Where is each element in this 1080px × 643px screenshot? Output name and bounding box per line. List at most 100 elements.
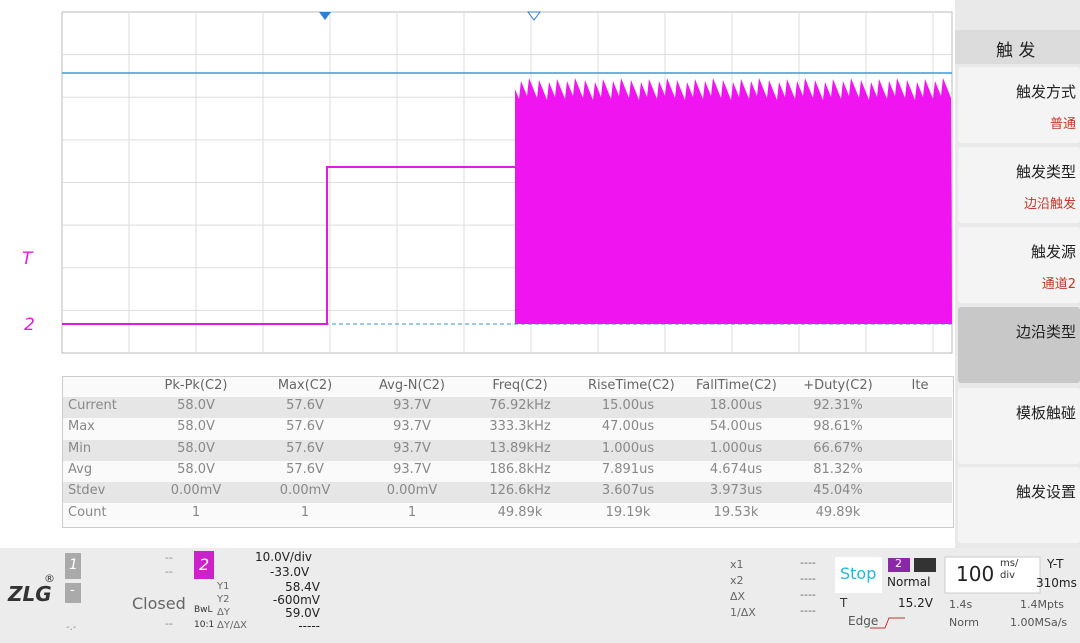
table-cell: 0.00mV: [279, 483, 331, 499]
run-state-box: [835, 557, 882, 593]
table-cell: 126.6kHz: [489, 483, 551, 499]
cursor-label: x2: [730, 574, 744, 587]
table-cell: 3.973us: [709, 483, 763, 499]
table-cell: 186.8kHz: [489, 461, 551, 477]
ch1-sub: -: [70, 583, 75, 598]
table-header: Avg-N(C2): [379, 378, 445, 393]
menu-item-value[interactable]: 普通: [1049, 117, 1076, 132]
table-cell: 58.0V: [177, 419, 215, 435]
table-cell: 0.00mV: [386, 483, 438, 499]
ch2-label: Y2: [217, 594, 230, 605]
timebase-unit: div: [1000, 570, 1016, 581]
menu-item-label[interactable]: 触发源: [1030, 243, 1076, 261]
ch2-value: -600mV: [272, 593, 320, 607]
ch2-scale: 10.0V/div: [255, 550, 313, 564]
ch2-label: ΔY: [217, 607, 230, 618]
menu-item-label[interactable]: 模板触碰: [1015, 404, 1076, 422]
timebase-box: [944, 556, 1041, 594]
ch2-bw: BwL: [194, 605, 213, 615]
menu-item-value[interactable]: 通道2: [1041, 277, 1076, 292]
display-mode: Y-T: [1047, 557, 1064, 571]
menu-title: 触 发: [996, 41, 1036, 61]
table-header: RiseTime(C2): [588, 378, 675, 393]
ch2-trace: [62, 166, 515, 325]
table-cell: 45.04%: [813, 483, 863, 499]
cursor-label: 1/ΔX: [730, 606, 756, 619]
cursor-label: x1: [730, 558, 744, 571]
menu-item[interactable]: [958, 388, 1080, 464]
ch2-offset: -33.0V: [270, 565, 310, 579]
table-cell: 13.89kHz: [489, 440, 551, 456]
center-marker: [527, 11, 541, 21]
ch1-line2: --: [165, 565, 173, 578]
table-cell: 19.19k: [605, 504, 651, 520]
table-cell: 1: [300, 504, 310, 520]
ch2-label: Y1: [217, 581, 230, 592]
ch1-number: 1: [69, 557, 78, 573]
trig-source-box: [888, 558, 910, 572]
trig-source: 2: [895, 557, 902, 570]
row-label: Stdev: [68, 483, 106, 499]
table-cell: 15.00us: [601, 398, 655, 413]
menu-item[interactable]: [958, 227, 1080, 303]
table-cell: 4.674us: [709, 461, 763, 477]
row-band: [63, 439, 952, 461]
table-cell: 93.7V: [393, 419, 431, 435]
table-cell: 1: [191, 504, 201, 520]
table-cell: 49.89k: [815, 504, 861, 520]
menu-item-label[interactable]: 触发方式: [1015, 83, 1076, 101]
row-label: Min: [68, 440, 92, 456]
table-header: Freq(C2): [492, 378, 548, 393]
menu-item[interactable]: [958, 147, 1080, 223]
ch1-foot1: -.-: [66, 622, 77, 633]
row-label: Avg: [68, 461, 93, 477]
logo-mark: ®: [44, 572, 55, 585]
menu-item-label[interactable]: 触发设置: [1015, 483, 1076, 501]
table-header: Pk-Pk(C2): [164, 378, 228, 393]
menu-item-label[interactable]: 边沿类型: [1015, 323, 1076, 341]
run-state: Stop: [840, 564, 877, 583]
menu-item[interactable]: [958, 307, 1080, 383]
row-label: Count: [68, 504, 107, 520]
menu-item[interactable]: [958, 467, 1080, 543]
ch2-number: 2: [199, 555, 210, 574]
row-label: Max: [68, 419, 95, 435]
table-cell: 93.7V: [393, 440, 431, 456]
trig-level-label: T: [840, 596, 848, 610]
menu-item-label[interactable]: 触发类型: [1015, 163, 1076, 181]
menu-item-value[interactable]: 边沿触发: [1023, 197, 1076, 212]
table-cell: 333.3kHz: [489, 419, 551, 435]
ch1-mode: Closed: [132, 594, 186, 613]
table-cell: 54.00us: [709, 419, 763, 435]
trig-level: 15.2V: [898, 596, 933, 610]
table-cell: 93.7V: [393, 461, 431, 477]
trig-mode-icon: [914, 558, 936, 572]
ch2-value: 58.4V: [285, 580, 320, 594]
sample-rate: 1.00MSa/s: [1010, 616, 1068, 629]
row-band: [63, 482, 952, 504]
table-cell: 19.53k: [713, 504, 759, 520]
edge-icon: [870, 617, 905, 629]
table-cell: 76.92kHz: [489, 398, 551, 413]
table-cell: 98.61%: [813, 419, 863, 435]
table-cell: 3.607us: [601, 483, 655, 499]
ch2-label: ΔY/ΔX: [217, 620, 248, 631]
ch2-value: -----: [298, 619, 320, 633]
table-cell: 93.7V: [393, 398, 431, 413]
ch2-box: [194, 551, 214, 579]
table-cell: 0.00mV: [170, 483, 222, 499]
table-cell: 58.0V: [177, 440, 215, 456]
table-cell: 57.6V: [286, 398, 324, 413]
table-header: Max(C2): [277, 378, 333, 393]
row-band: [63, 397, 952, 418]
trigger-marker: T: [22, 249, 33, 269]
table-cell: 7.891us: [601, 461, 655, 477]
table-cell: 92.31%: [813, 398, 863, 413]
table-cell: 1: [407, 504, 417, 520]
ch1-box: [65, 553, 81, 579]
table-cell: 66.67%: [813, 440, 863, 456]
trig-type: Edge: [848, 614, 879, 628]
menu-item[interactable]: [958, 67, 1080, 143]
